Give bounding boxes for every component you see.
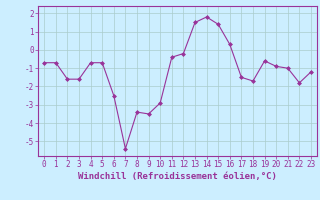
X-axis label: Windchill (Refroidissement éolien,°C): Windchill (Refroidissement éolien,°C) — [78, 172, 277, 181]
